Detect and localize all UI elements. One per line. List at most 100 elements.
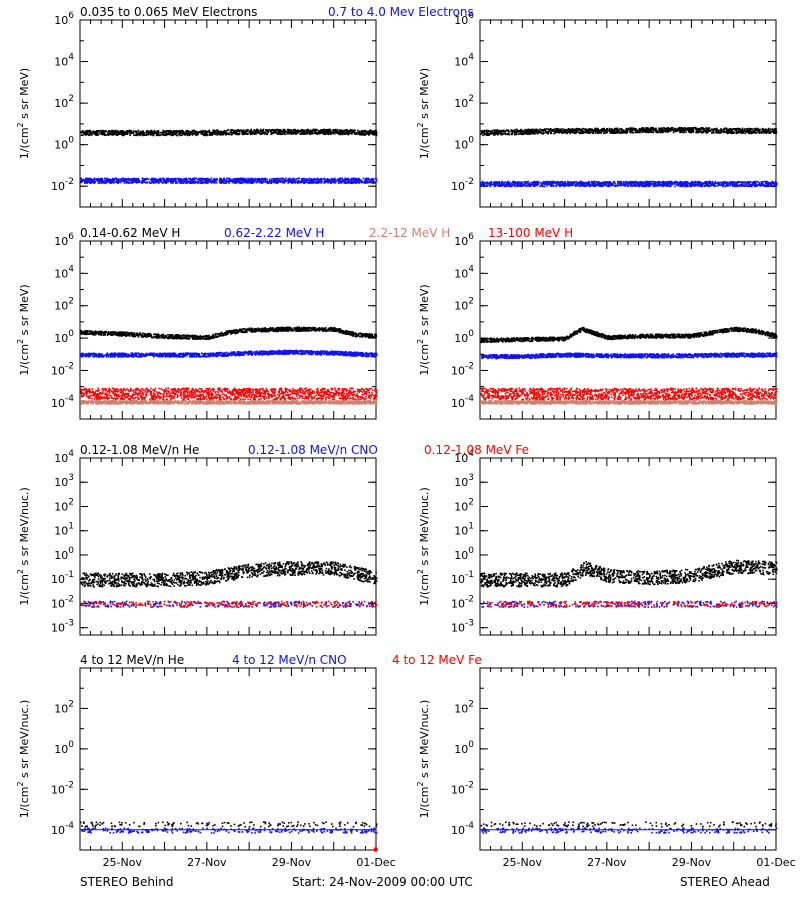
- data-point: [534, 128, 536, 131]
- data-point: [609, 130, 612, 132]
- data-point: [497, 131, 500, 133]
- data-point: [197, 131, 200, 133]
- data-point: [493, 134, 496, 136]
- data-point: [100, 130, 103, 133]
- data-point: [142, 134, 145, 137]
- data-point: [226, 177, 229, 180]
- data-point: [723, 129, 726, 132]
- data-point: [370, 178, 373, 180]
- data-point: [487, 130, 490, 133]
- data-point: [118, 180, 121, 183]
- data-point: [340, 181, 343, 184]
- data-point: [616, 127, 619, 130]
- data-point: [645, 126, 648, 129]
- data-point: [349, 182, 352, 184]
- data-point: [85, 130, 87, 133]
- data-point: [231, 181, 234, 184]
- data-point: [143, 180, 146, 183]
- data-point: [183, 178, 186, 180]
- data-point: [275, 182, 278, 185]
- data-point: [168, 133, 170, 136]
- data-point: [154, 179, 157, 182]
- data-point: [697, 127, 699, 130]
- data-point: [196, 132, 199, 135]
- data-point: [90, 133, 92, 136]
- data-point: [502, 182, 504, 185]
- data-point: [576, 127, 578, 130]
- data-point: [94, 133, 97, 136]
- data-point: [615, 129, 617, 132]
- data-point: [610, 129, 613, 132]
- data-point: [285, 180, 287, 183]
- data-point: [248, 131, 251, 134]
- data-point: [698, 128, 700, 130]
- data-point: [326, 132, 328, 135]
- data-point: [135, 131, 138, 133]
- data-point: [742, 185, 745, 187]
- data-point: [211, 134, 214, 136]
- data-point: [230, 180, 232, 182]
- data-point: [508, 133, 510, 136]
- data-point: [320, 182, 323, 184]
- data-point: [91, 178, 93, 181]
- data-point: [571, 131, 574, 133]
- data-point: [546, 184, 549, 187]
- data-point: [229, 178, 232, 181]
- data-point: [591, 131, 593, 133]
- data-point: [273, 129, 276, 131]
- data-point: [303, 180, 306, 182]
- data-point: [317, 130, 320, 132]
- data-point: [245, 181, 248, 183]
- data-point: [345, 177, 348, 180]
- data-point: [171, 132, 174, 135]
- data-point: [631, 131, 634, 134]
- data-point: [328, 132, 330, 134]
- data-point: [558, 132, 560, 134]
- data-point: [297, 131, 299, 134]
- data-point: [209, 179, 212, 181]
- data-point: [137, 129, 140, 132]
- data-point: [264, 178, 267, 181]
- data-point: [269, 182, 272, 184]
- data-point: [289, 177, 291, 180]
- data-point: [193, 177, 195, 180]
- data-point: [192, 181, 194, 183]
- data-point: [367, 133, 370, 135]
- data-point: [114, 177, 116, 180]
- data-point: [186, 131, 188, 134]
- data-point: [746, 131, 749, 133]
- data-point: [283, 178, 286, 181]
- data-point: [634, 128, 637, 130]
- data-point: [664, 130, 667, 133]
- data-point: [311, 130, 313, 132]
- data-point: [236, 178, 239, 181]
- data-point: [238, 180, 240, 182]
- data-point: [364, 182, 366, 184]
- data-point: [170, 182, 172, 184]
- data-point: [234, 129, 236, 132]
- data-point: [213, 180, 216, 183]
- data-point: [322, 133, 325, 135]
- data-point: [101, 131, 104, 134]
- data-point: [253, 179, 256, 181]
- data-point: [352, 130, 354, 133]
- data-point: [267, 180, 269, 183]
- data-point: [628, 128, 631, 131]
- data-point: [506, 129, 509, 132]
- data-point: [625, 127, 628, 130]
- data-point: [515, 128, 518, 131]
- data-point: [375, 133, 378, 135]
- data-point: [112, 134, 115, 136]
- data-point: [357, 131, 359, 134]
- data-point: [325, 180, 328, 183]
- data-point: [99, 180, 101, 183]
- data-point: [315, 131, 317, 133]
- data-point: [695, 130, 698, 133]
- data-point: [328, 129, 331, 132]
- data-point: [193, 129, 196, 132]
- data-point: [329, 182, 332, 185]
- data-point: [697, 131, 699, 134]
- data-point: [115, 177, 118, 180]
- data-point: [374, 181, 377, 184]
- data-point: [233, 180, 236, 183]
